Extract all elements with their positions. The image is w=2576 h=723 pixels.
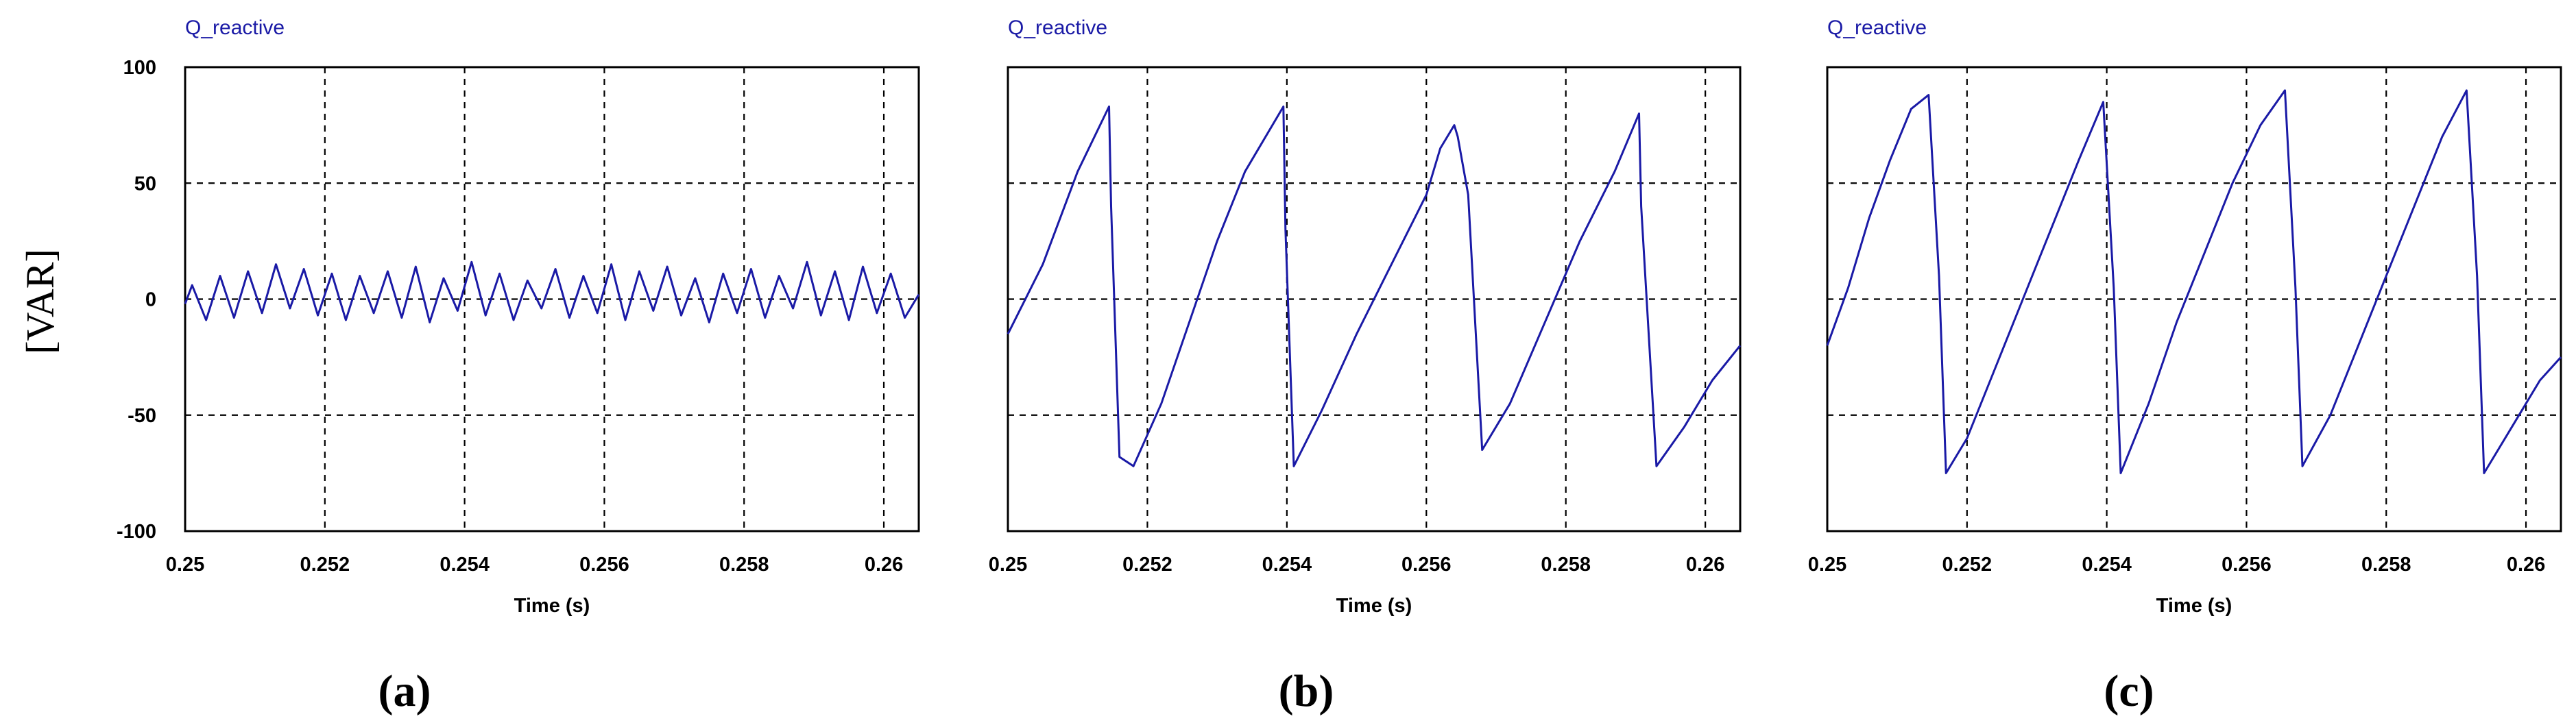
- x-tick-label: 0.256: [579, 554, 629, 576]
- y-tick-label: -100: [117, 521, 156, 543]
- x-tick-label: 0.258: [1541, 554, 1591, 576]
- y-tick-label: -50: [128, 405, 156, 427]
- q-reactive-series-line: [1826, 89, 2562, 474]
- panel-title: Q_reactive: [185, 16, 285, 39]
- x-tick-label: 0.252: [1122, 554, 1172, 576]
- x-tick-label: 0.26: [2507, 554, 2545, 576]
- y-tick-label: 50: [134, 173, 156, 195]
- x-tick-label: 0.25: [989, 554, 1027, 576]
- x-tick-label: 0.252: [300, 554, 350, 576]
- x-tick-label: 0.26: [1686, 554, 1724, 576]
- x-tick-label: 0.26: [865, 554, 903, 576]
- q-reactive-series-line: [1007, 106, 1742, 467]
- x-tick-label: 0.25: [166, 554, 204, 576]
- x-axis-title: Time (s): [1336, 595, 1412, 617]
- q-reactive-series-line: [184, 260, 920, 323]
- x-tick-label: 0.254: [2082, 554, 2132, 576]
- chart-panel-b: Q_reactive 0.25 0.252 0.254 0.256 0.258 0.26 Ti…: [989, 16, 1742, 716]
- x-axis-title: Time (s): [514, 595, 590, 617]
- panel-caption: (a): [378, 666, 431, 716]
- panel-caption: (b): [1279, 666, 1334, 716]
- x-tick-label: 0.258: [2361, 554, 2411, 576]
- x-tick-label: 0.254: [1262, 554, 1312, 576]
- chart-panel-c: Q_reactive 0.25 0.252 0.254 0.256 0.258 0.26 Ti…: [1808, 16, 2562, 716]
- y-tick-label: 100: [123, 57, 156, 79]
- panel-title: Q_reactive: [1008, 16, 1107, 39]
- x-tick-label: 0.256: [1401, 554, 1452, 576]
- chart-panel-a: Q_reactive 0.25 0.252 0.254 0.256 0.258 0.26 10…: [117, 16, 920, 716]
- x-tick-label: 0.258: [719, 554, 769, 576]
- y-axis-title: [VAR]: [18, 249, 62, 354]
- y-tick-label: 0: [145, 289, 156, 311]
- panel-title: Q_reactive: [1827, 16, 1927, 39]
- x-tick-label: 0.25: [1808, 554, 1846, 576]
- x-tick-label: 0.256: [2222, 554, 2272, 576]
- x-axis-title: Time (s): [2156, 595, 2232, 617]
- x-tick-label: 0.252: [1942, 554, 1993, 576]
- panel-caption: (c): [2104, 666, 2154, 716]
- x-tick-label: 0.254: [440, 554, 490, 576]
